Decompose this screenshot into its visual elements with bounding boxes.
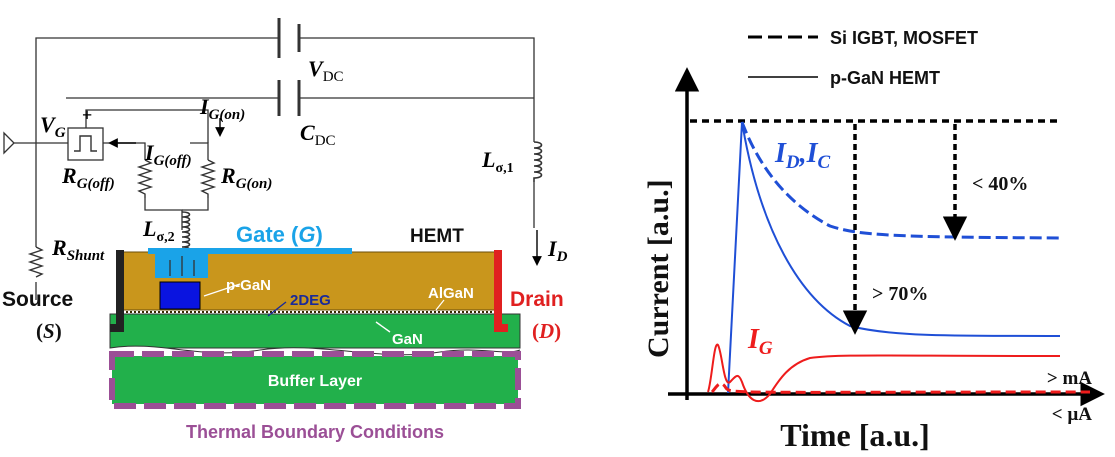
label-cdc: CDC (300, 120, 336, 149)
gate-terminal-symbol (3, 131, 15, 155)
circuit-wires (6, 37, 535, 300)
pgan-label: p-GaN (226, 277, 271, 294)
circuit-diagram: VG + IG(on) IG(off) RG(off) RG(on) Lσ,2 … (3, 18, 568, 300)
thermal-boundary (109, 351, 521, 409)
curve-ig-si (710, 382, 1091, 394)
hemt-cross-section: Gate (G) HEMT p-GaN 2DEG AlGaN GaN Buffe… (2, 222, 564, 442)
vdc-source (277, 18, 301, 58)
resistor-rgoff (136, 159, 154, 198)
label-igoff: IG(off) (144, 140, 192, 169)
gate-label: Gate (G) (236, 222, 323, 247)
label-plus: + (82, 105, 92, 125)
label-rgoff: RG(off) (61, 163, 115, 192)
algan-label: AlGaN (428, 285, 474, 302)
drain-contact (494, 250, 502, 332)
y-axis-label: Current [a.u.] (642, 179, 675, 358)
legend-solid: p-GaN HEMT (830, 68, 940, 88)
source-contact (116, 250, 124, 332)
label-id: ID (547, 236, 568, 265)
x-axis-label: Time [a.u.] (780, 417, 930, 453)
gate-contact (148, 248, 352, 278)
label-gt70: > 70% (872, 283, 928, 305)
cdc-capacitor (277, 80, 301, 116)
label-lt40: < 40% (972, 173, 1028, 195)
resistor-rshunt (27, 246, 45, 278)
label-vg: VG (40, 112, 66, 141)
label-igon: IG(on) (199, 94, 245, 123)
label-vdc: VDC (308, 56, 344, 85)
twodeg-label: 2DEG (290, 292, 331, 309)
buffer-layer (112, 356, 518, 404)
source-symbol: (S) (36, 319, 62, 343)
inductor-lsigma1 (533, 141, 543, 182)
label-lsigma2: Lσ,2 (142, 216, 175, 245)
label-ig: IG (747, 324, 773, 359)
label-id-ic: ID,IC (774, 138, 831, 173)
pulse-generator (67, 127, 104, 161)
drain-label: Drain (510, 288, 564, 311)
gan-layer (109, 313, 521, 349)
thermal-label: Thermal Boundary Conditions (186, 422, 444, 442)
resistor-rgon (199, 159, 217, 198)
curve-ig-gan (707, 343, 1061, 403)
label-rshunt: RShunt (51, 235, 105, 264)
inductor-lsigma2 (181, 211, 191, 256)
legend-dashed: Si IGBT, MOSFET (830, 28, 978, 48)
source-label: Source (2, 288, 73, 311)
drain-symbol: (D) (532, 319, 561, 343)
label-lt-ua: < µA (1052, 404, 1093, 425)
gan-label: GaN (392, 331, 423, 348)
label-lsigma1: Lσ,1 (481, 147, 514, 176)
pgan-block (159, 281, 201, 310)
legend: Si IGBT, MOSFET p-GaN HEMT (748, 28, 978, 88)
hemt-label: HEMT (410, 226, 464, 247)
label-gt-ma: > mA (1047, 368, 1092, 389)
waveform-plot: Si IGBT, MOSFET p-GaN HEMT Current [a.u.… (642, 28, 1105, 453)
buffer-label: Buffer Layer (268, 373, 362, 390)
label-rgon: RG(on) (220, 163, 272, 192)
